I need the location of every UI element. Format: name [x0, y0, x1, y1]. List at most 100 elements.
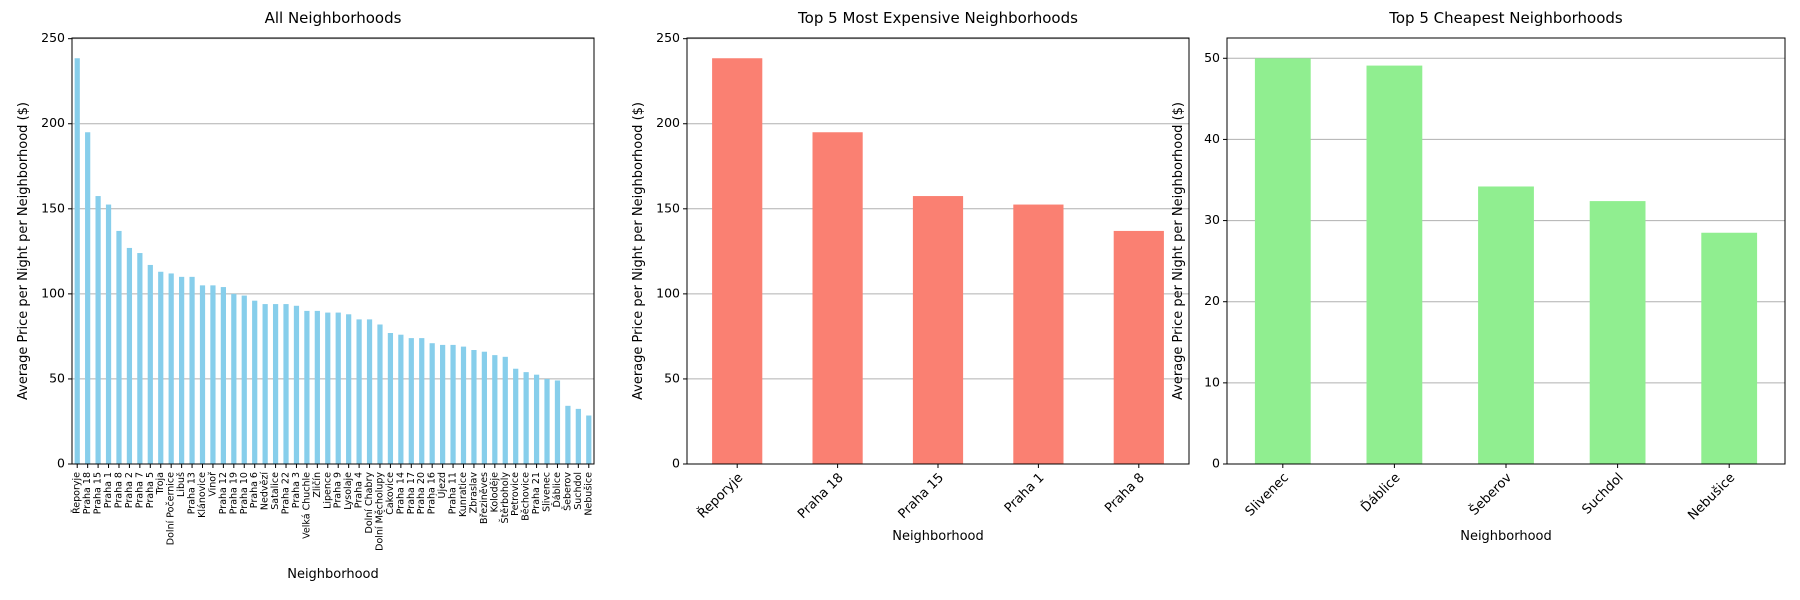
bar [126, 247, 133, 464]
x-tick-label: Praha 1 [103, 472, 114, 508]
x-tick-label: Koloděje [489, 472, 500, 513]
bar [189, 276, 195, 464]
bar [544, 378, 550, 464]
bar [137, 253, 143, 464]
bar [1113, 230, 1164, 464]
bar [346, 314, 352, 464]
bar [1366, 65, 1423, 465]
y-tick-label: 0 [1212, 456, 1220, 471]
x-tick-label: Praha 18 [82, 472, 93, 514]
bar [335, 312, 341, 464]
x-axis-label: Neighborhood [287, 567, 379, 582]
bar [377, 324, 383, 464]
x-tick-label: Praha 3 [291, 472, 302, 508]
bar [1701, 232, 1758, 464]
x-tick-label: Březiněves [479, 472, 490, 524]
x-tick-label: Praha 4 [354, 472, 365, 508]
x-tick-label: Slivenec [1243, 470, 1292, 519]
x-tick-label: Suchdol [1579, 470, 1626, 517]
bar [105, 204, 112, 464]
x-tick-label: Praha 2 [124, 472, 135, 508]
bar [586, 415, 592, 464]
bar [523, 372, 529, 464]
bar [158, 271, 164, 464]
bar [366, 319, 373, 464]
x-tick-label: Dolní Počernice [166, 472, 177, 545]
y-tick-label: 20 [1204, 293, 1220, 308]
x-tick-label: Šeberov [1466, 470, 1515, 519]
bar [565, 405, 571, 464]
x-tick-label: Zbraslav [468, 472, 479, 514]
y-axis-label: Average Price per Night per Neighborhood… [1171, 102, 1186, 400]
bar [74, 58, 80, 464]
bar [314, 310, 320, 464]
bar [419, 338, 425, 464]
x-tick-label: Dolní Měcholupy [374, 472, 385, 551]
bar [912, 196, 964, 465]
x-tick-label: Libuš [176, 472, 187, 497]
bar [460, 346, 467, 464]
x-tick-label: Praha 17 [406, 472, 417, 514]
y-tick-label: 150 [656, 200, 680, 215]
x-tick-label: Lysolaje [343, 472, 354, 510]
x-tick-label: Zličín [312, 472, 323, 498]
chart-title: All Neighborhoods [265, 9, 402, 27]
x-tick-label: Praha 15 [896, 470, 947, 521]
x-tick-label: Troja [155, 472, 166, 495]
x-tick-label: Řeporyje [72, 472, 83, 514]
x-tick-label: Ďáblice [1358, 470, 1404, 516]
bar [272, 304, 279, 464]
x-tick-label: Praha 1 [1002, 470, 1048, 516]
x-tick-label: Čakovice [384, 472, 396, 515]
x-tick-label: Šeberov [561, 472, 573, 511]
x-tick-label: Kunratice [458, 472, 469, 517]
bar [95, 196, 101, 465]
x-tick-label: Praha 13 [187, 472, 198, 514]
y-tick-label: 150 [41, 200, 65, 215]
y-tick-label: 250 [656, 30, 680, 45]
x-tick-label: Praha 21 [531, 472, 542, 514]
bar [252, 300, 258, 464]
y-tick-label: 50 [1204, 50, 1220, 65]
x-tick-label: Petrovice [510, 472, 521, 516]
x-tick-label: Praha 10 [239, 472, 250, 514]
x-tick-label: Slivenec [542, 472, 553, 512]
x-tick-label: Suchdol [573, 472, 584, 510]
bar [471, 350, 477, 464]
x-tick-label: Praha 8 [1102, 470, 1148, 516]
bar [356, 319, 362, 464]
bar [220, 287, 226, 464]
x-tick-label: Praha 5 [145, 472, 156, 508]
y-tick-label: 100 [41, 285, 65, 300]
y-tick-label: 40 [1204, 131, 1220, 146]
x-tick-label: Klánovice [197, 472, 208, 518]
bar [1254, 58, 1311, 465]
bar [492, 355, 498, 464]
x-tick-label: Dolní Chabry [364, 472, 375, 534]
x-tick-label: Praha 15 [93, 472, 104, 514]
x-tick-label: Praha 18 [795, 470, 846, 521]
bar [387, 333, 394, 464]
y-tick-label: 30 [1204, 212, 1220, 227]
bar [450, 344, 456, 464]
x-axis-label: Neighborhood [1460, 529, 1552, 544]
bar [1013, 204, 1064, 464]
bar [429, 343, 435, 464]
x-tick-label: Praha 6 [249, 472, 260, 508]
x-tick-label: Nebušice [1685, 470, 1738, 523]
x-tick-label: Velká Chuchle [301, 472, 312, 539]
x-tick-label: Štěrboholy [499, 472, 511, 524]
x-tick-label: Praha 7 [134, 472, 145, 508]
x-tick-label: Řeporyje [694, 470, 746, 522]
bar [231, 293, 237, 464]
x-tick-label: Běchovice [521, 472, 532, 521]
axes-frame [71, 37, 595, 465]
bar [513, 368, 519, 464]
y-tick-label: 50 [664, 370, 680, 385]
y-axis-label: Average Price per Night per Neighborhood… [16, 102, 31, 400]
y-tick-label: 250 [41, 30, 65, 45]
y-tick-label: 100 [656, 285, 680, 300]
axes-frame [686, 37, 1190, 465]
bar [812, 132, 863, 464]
bar [502, 356, 508, 464]
